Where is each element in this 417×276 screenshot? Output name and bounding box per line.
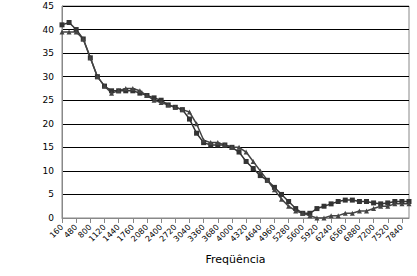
svg-text:0: 0 — [48, 213, 54, 223]
svg-text:2400: 2400 — [143, 222, 165, 244]
svg-text:4320: 4320 — [228, 222, 250, 244]
svg-text:2720: 2720 — [157, 222, 179, 244]
svg-text:160: 160 — [48, 223, 65, 240]
svg-text:1760: 1760 — [115, 222, 136, 244]
svg-text:4960: 4960 — [256, 222, 278, 244]
svg-text:20: 20 — [43, 119, 55, 129]
svg-text:3040: 3040 — [171, 222, 193, 244]
svg-text:1120: 1120 — [86, 222, 108, 244]
svg-text:4640: 4640 — [242, 222, 264, 244]
svg-text:5: 5 — [48, 189, 54, 199]
svg-text:6560: 6560 — [327, 222, 349, 244]
svg-text:15: 15 — [43, 142, 54, 152]
svg-text:3680: 3680 — [200, 222, 221, 244]
svg-text:30: 30 — [43, 72, 55, 82]
svg-text:4000: 4000 — [214, 222, 236, 244]
svg-text:1440: 1440 — [101, 222, 122, 244]
svg-text:800: 800 — [76, 222, 94, 240]
svg-text:35: 35 — [43, 48, 54, 58]
svg-text:6880: 6880 — [341, 222, 363, 244]
svg-text:480: 480 — [62, 223, 79, 240]
svg-text:2080: 2080 — [129, 222, 151, 244]
svg-text:5600: 5600 — [285, 222, 306, 244]
svg-text:7520: 7520 — [370, 222, 391, 244]
svg-text:6240: 6240 — [313, 222, 335, 244]
svg-text:7840: 7840 — [384, 223, 405, 244]
svg-text:5280: 5280 — [271, 222, 292, 244]
svg-text:3360: 3360 — [186, 222, 207, 244]
svg-text:Freqüência: Freqüência — [205, 253, 265, 266]
svg-text:5920: 5920 — [299, 222, 321, 244]
svg-text:7200: 7200 — [356, 222, 377, 244]
svg-text:40: 40 — [43, 25, 55, 35]
svg-text:10: 10 — [43, 166, 55, 176]
svg-text:45: 45 — [43, 1, 54, 11]
svg-text:25: 25 — [43, 95, 54, 105]
